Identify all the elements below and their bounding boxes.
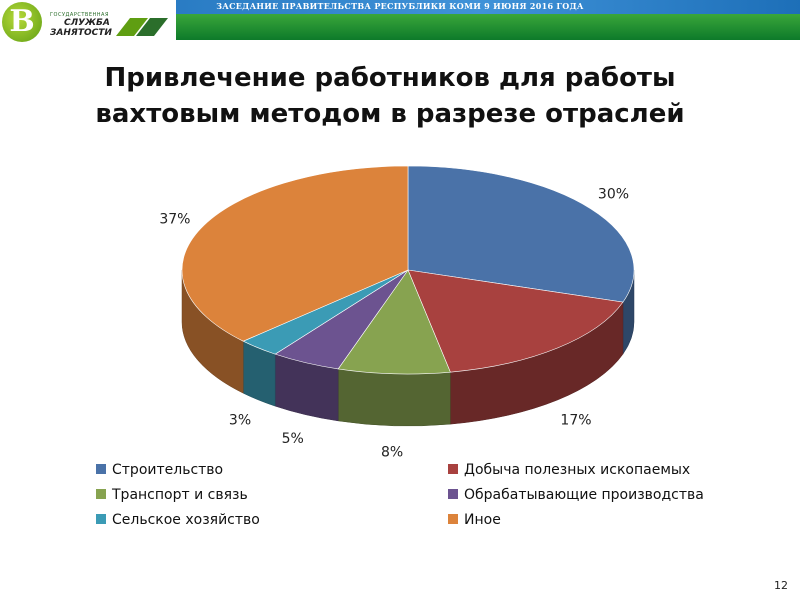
legend-label-3: Обрабатывающие производства bbox=[464, 487, 704, 503]
employment-service-logo: В ГОСУДАРСТВЕННАЯ СЛУЖБА ЗАНЯТОСТИ bbox=[0, 0, 176, 44]
page-number: 12 bbox=[774, 579, 788, 592]
legend-swatch-0 bbox=[96, 464, 106, 474]
pie-top-faces bbox=[181, 165, 635, 375]
data-label-0: 30% bbox=[598, 187, 629, 203]
slide-title-line1: Привлечение работников для работы bbox=[104, 63, 676, 93]
pie-slice-2 bbox=[337, 269, 451, 375]
slide-title: Привлечение работников для работы вахтов… bbox=[60, 60, 720, 132]
legend-swatch-3 bbox=[448, 489, 458, 499]
data-label-3: 5% bbox=[282, 431, 304, 447]
pie-data-labels: 30% 17% 8% 5% 3% 37% bbox=[159, 187, 629, 461]
pie-slice-1 bbox=[407, 269, 624, 373]
legend-label-4: Сельское хозяйство bbox=[112, 512, 260, 528]
pie-slice-0 bbox=[407, 165, 635, 303]
legend-label-1: Добыча полезных ископаемых bbox=[464, 462, 691, 478]
header-strip bbox=[0, 0, 800, 14]
data-label-2: 8% bbox=[381, 445, 403, 461]
slide-title-line2: вахтовым методом в разрезе отраслей bbox=[95, 99, 685, 129]
data-label-5: 37% bbox=[159, 211, 190, 227]
logo-emblem-icon: В bbox=[2, 2, 42, 42]
legend-swatch-2 bbox=[96, 489, 106, 499]
legend-label-2: Транспорт и связь bbox=[112, 487, 248, 503]
legend-swatch-5 bbox=[448, 514, 458, 524]
header-banner-text: ЗАСЕДАНИЕ ПРАВИТЕЛЬСТВА РЕСПУБЛИКИ КОМИ … bbox=[216, 1, 584, 11]
logo-line1: СЛУЖБА bbox=[64, 18, 110, 28]
legend-label-5: Иное bbox=[464, 512, 501, 528]
legend-swatch-1 bbox=[448, 464, 458, 474]
pie-side-walls bbox=[181, 269, 635, 427]
data-label-1: 17% bbox=[560, 413, 591, 429]
pie-slice-5 bbox=[181, 165, 409, 342]
logo-small-text: ГОСУДАРСТВЕННАЯ bbox=[50, 12, 109, 18]
data-label-4: 3% bbox=[229, 413, 251, 429]
legend-swatch-4 bbox=[96, 514, 106, 524]
pie-side-2 bbox=[337, 368, 451, 427]
logo-line2: ЗАНЯТОСТИ bbox=[50, 28, 112, 38]
legend-label-0: Строительство bbox=[112, 462, 224, 478]
logo-arrows-icon bbox=[116, 18, 168, 36]
